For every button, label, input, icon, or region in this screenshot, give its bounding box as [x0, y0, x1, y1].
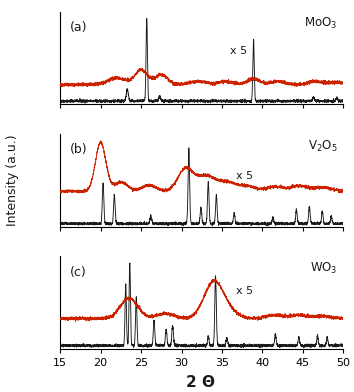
- Text: x 5: x 5: [230, 45, 247, 56]
- Text: MoO$_3$: MoO$_3$: [304, 16, 338, 31]
- Text: V$_2$O$_5$: V$_2$O$_5$: [308, 139, 338, 154]
- Text: Intensity (a.u.): Intensity (a.u.): [6, 134, 19, 226]
- Text: (c): (c): [70, 265, 87, 279]
- Text: (b): (b): [70, 143, 88, 156]
- Text: 2 Θ: 2 Θ: [185, 375, 215, 390]
- Text: WO$_3$: WO$_3$: [310, 261, 338, 276]
- Text: (a): (a): [70, 21, 87, 34]
- Text: x 5: x 5: [236, 287, 253, 296]
- Text: x 5: x 5: [236, 171, 253, 181]
